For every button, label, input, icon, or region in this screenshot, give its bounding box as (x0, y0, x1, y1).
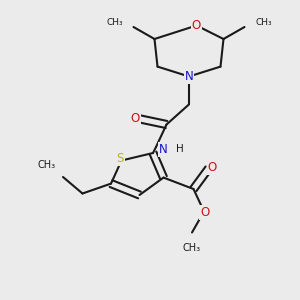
Text: N: N (159, 143, 168, 156)
Text: CH₃: CH₃ (183, 243, 201, 253)
Text: O: O (208, 160, 217, 174)
Text: O: O (130, 112, 140, 125)
Text: CH₃: CH₃ (255, 18, 272, 27)
Text: CH₃: CH₃ (38, 160, 56, 170)
Text: N: N (184, 70, 194, 83)
Text: O: O (192, 19, 201, 32)
Text: O: O (200, 206, 209, 219)
Text: H: H (176, 144, 184, 154)
Text: CH₃: CH₃ (106, 18, 123, 27)
Text: S: S (116, 152, 124, 166)
